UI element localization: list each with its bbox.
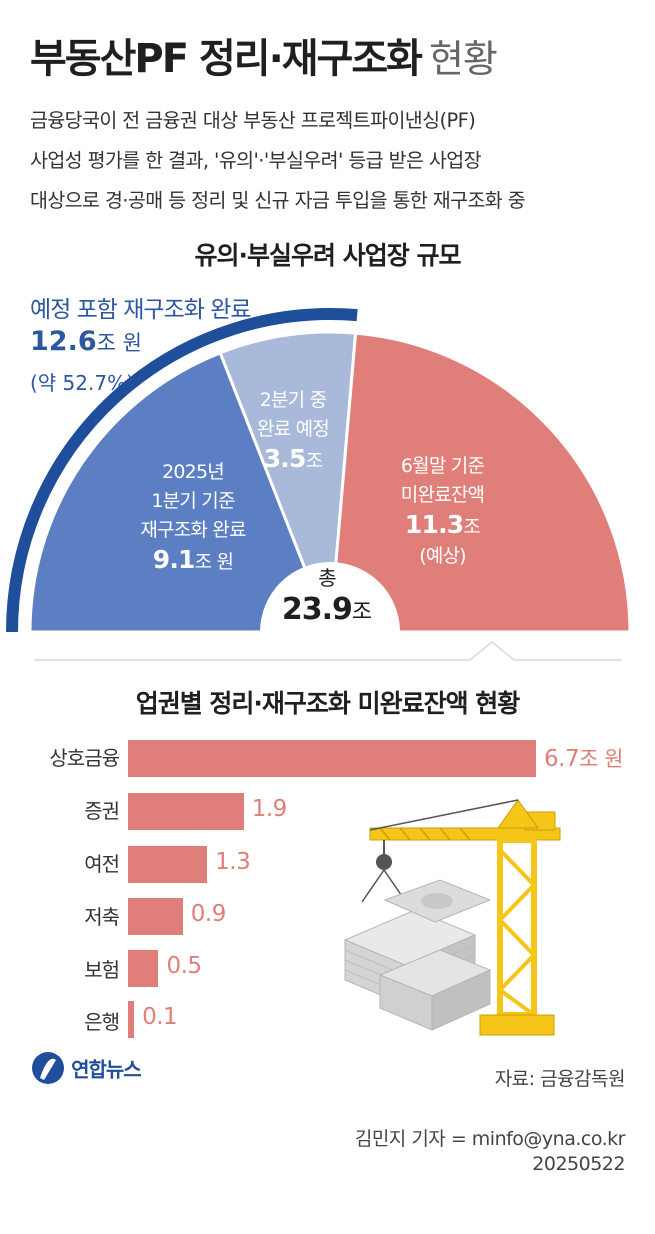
money-stack-icon (343, 879, 492, 1031)
bar-category-label: 저축 (84, 905, 120, 929)
bar-value-label: 0.1 (142, 1004, 178, 1030)
yonhap-logo-icon (32, 1052, 64, 1084)
description-line-2: 사업성 평가를 한 결과, '유의'·'부실우려' 등급 받은 사업장 (30, 149, 482, 172)
slice-value: 11.3조 (370, 510, 515, 542)
yonhap-logo: 연합뉴스 (30, 1050, 142, 1086)
bar (128, 898, 183, 935)
bracket-value: 12.6조 원 (30, 326, 142, 357)
slice-label-remaining: 6월말 기준 미완료잔액 11.3조 (예상) (370, 452, 515, 571)
slice-label-line: 완료 예정 (257, 418, 330, 440)
slice-value-number: 11.3 (404, 510, 464, 539)
slice-remaining (328, 331, 632, 634)
total-value-unit: 조 (351, 600, 373, 625)
bracket-value-unit: 조 원 (96, 331, 142, 355)
description-line-1: 금융당국이 전 금융권 대상 부동산 프로젝트파이낸싱(PF) (30, 109, 476, 132)
divider-pointer (469, 641, 622, 661)
bracket-value-number: 12.6 (30, 326, 97, 357)
bar-category-label: 상호금융 (49, 746, 120, 770)
bar-value-unit: 조 원 (579, 747, 623, 771)
bar-value-number: 6.7 (544, 746, 580, 772)
slice-value: 3.5조 (228, 444, 358, 476)
crane-money-illustration (343, 799, 561, 1036)
bar (128, 740, 536, 777)
bar-value-label: 0.9 (190, 901, 227, 927)
slice-expected-q2 (218, 330, 358, 633)
date-text: 20250522 (532, 1153, 625, 1175)
bar-value-label: 1.3 (215, 849, 251, 875)
bar-category-label: 증권 (84, 799, 120, 823)
bracket-arc (6, 308, 358, 633)
slice-label-line: 재구조화 완료 (140, 519, 246, 541)
slice-value-unit: 조 원 (194, 551, 234, 573)
slice-label-restructured: 2025년 1분기 기준 재구조화 완료 9.1조 원 (108, 458, 278, 577)
description-line-3: 대상으로 경·공매 등 정리 및 신규 자금 투입을 통한 재구조화 중 (30, 189, 526, 212)
slice-value-unit: 조 (463, 516, 481, 538)
slice-restructured (28, 350, 333, 634)
slice-label-line: 2025년 (162, 461, 225, 483)
page-title: 부동산PF 정리·재구조화 현황 (30, 26, 498, 84)
total-value: 23.9조 (262, 592, 392, 627)
bar-category-label: 은행 (84, 1010, 120, 1034)
bar (128, 793, 244, 830)
slice-value-number: 3.5 (263, 444, 307, 473)
bracket-label: 예정 포함 재구조화 완료 (30, 297, 252, 323)
slice-value-number: 9.1 (152, 545, 196, 574)
slice-label-expected: 2분기 중 완료 예정 3.5조 (228, 386, 358, 476)
bar-category-label: 여전 (84, 852, 120, 876)
bar-value-label: 6.7조 원 (544, 743, 623, 773)
bar-category-label: 보험 (84, 958, 120, 982)
total-label: 총 (318, 566, 337, 590)
total-value-number: 23.9 (281, 592, 353, 627)
slice-label-line: 2분기 중 (259, 389, 327, 411)
slice-label-line: 미완료잔액 (400, 484, 485, 506)
yonhap-logo-text: 연합뉴스 (71, 1057, 142, 1082)
title-bold: 부동산PF 정리·재구조화 (30, 36, 423, 82)
slice-label-line: 6월말 기준 (400, 455, 485, 477)
reporter-text: 김민지 기자 = minfo@yna.co.kr (354, 1128, 626, 1150)
bar-value-label: 0.5 (166, 953, 202, 979)
bar-chart-title: 업권별 정리·재구조화 미완료잔액 현황 (135, 689, 521, 718)
slice-label-line: 1분기 기준 (151, 490, 235, 512)
title-light: 현황 (428, 37, 498, 81)
pie-chart-title: 유의·부실우려 사업장 규모 (194, 241, 462, 270)
bar-value-label: 1.9 (251, 796, 288, 822)
slice-note: (예상) (419, 545, 466, 567)
center-hole (260, 562, 400, 670)
semicircle-chart (6, 308, 632, 670)
source-text: 자료: 금융감독원 (494, 1068, 626, 1090)
slice-value: 9.1조 원 (108, 545, 278, 577)
bar (128, 846, 208, 883)
bar (128, 950, 159, 987)
bar (128, 1001, 135, 1038)
crane-icon (361, 799, 561, 1036)
slice-value-unit: 조 (305, 450, 323, 472)
